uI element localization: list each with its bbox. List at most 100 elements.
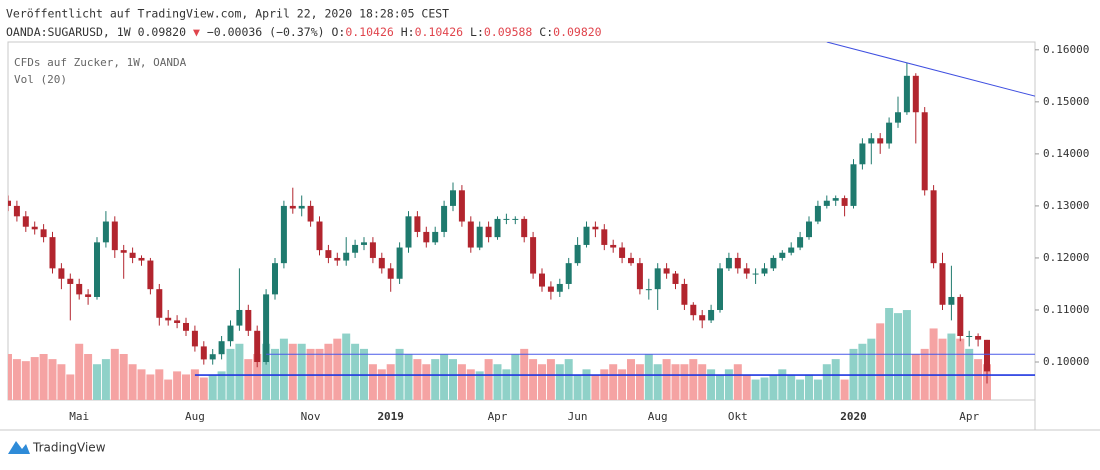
candle-body	[583, 226, 590, 245]
c: 0.09820	[553, 25, 602, 39]
volume-bar	[929, 328, 938, 400]
candle-body	[129, 252, 136, 258]
candle-body	[663, 268, 670, 274]
volume-bar	[502, 369, 511, 400]
volume-bar	[208, 374, 217, 400]
candle-body	[610, 244, 617, 248]
volume-bar	[93, 364, 101, 400]
x-tick-label: Apr	[488, 410, 508, 423]
volume-bar	[751, 379, 760, 400]
volume-bar	[48, 359, 57, 400]
candle-body	[476, 226, 483, 248]
candle-body	[272, 263, 278, 295]
candle-body	[912, 75, 919, 113]
volume-bar	[75, 343, 84, 400]
chart-title: CFDs auf Zucker, 1W, OANDA	[14, 56, 187, 69]
volume-bar	[440, 354, 449, 400]
candle-body	[521, 218, 528, 238]
volume-bar	[57, 364, 66, 400]
volume-bar	[199, 377, 208, 400]
volume-bar	[449, 359, 457, 400]
candle-body	[441, 205, 448, 232]
volume-bar	[253, 354, 262, 400]
header: Veröffentlicht auf TradingView.com, Apri…	[6, 7, 602, 39]
volume-bar	[368, 364, 377, 400]
volume-bar	[30, 357, 39, 400]
candle-body	[752, 273, 759, 275]
volume-bar	[618, 369, 627, 400]
volume-bar	[493, 364, 502, 400]
volume-bar	[377, 369, 386, 400]
change: −0.00036 (−0.37%)	[207, 25, 325, 39]
volume-bar	[119, 354, 128, 400]
volume-bar	[190, 369, 199, 400]
candle-body	[289, 205, 296, 209]
candle-body	[823, 200, 830, 206]
volume-bar	[787, 374, 796, 400]
candle-body	[191, 330, 198, 347]
candle-body	[22, 216, 29, 227]
volume-bar	[635, 364, 644, 400]
candle-body	[939, 263, 946, 305]
volume-bar	[173, 371, 182, 400]
volume-bar	[698, 364, 707, 400]
candle-body	[921, 112, 928, 191]
volume-bar	[644, 354, 653, 400]
h-label: H:	[401, 25, 415, 39]
volume-bar	[938, 338, 947, 400]
volume-bar	[573, 374, 582, 400]
l: 0.09588	[484, 25, 533, 39]
volume-bar	[279, 338, 288, 400]
volume-bar	[21, 361, 30, 400]
c-label: C:	[539, 25, 553, 39]
volume-bar	[911, 354, 920, 400]
l-label: L:	[470, 25, 484, 39]
volume-bar	[386, 364, 395, 400]
volume-bar	[840, 379, 849, 400]
candle-body	[957, 296, 964, 336]
volume-bar	[947, 333, 956, 400]
candle-body	[547, 286, 554, 292]
candle-body	[654, 268, 661, 290]
candle-body	[49, 237, 56, 269]
y-tick-label: 0.16000	[1043, 43, 1089, 56]
volume-bar	[733, 364, 742, 400]
candle-body	[645, 289, 652, 291]
volume-bar	[235, 343, 244, 400]
candle-body	[58, 268, 65, 279]
candle-body	[734, 257, 741, 269]
candle-body	[138, 257, 145, 261]
volume-bar	[822, 364, 831, 400]
volume-bar	[760, 377, 769, 400]
x-tick-label: Mai	[69, 410, 89, 423]
candle-body	[156, 289, 163, 318]
candle-body	[539, 273, 545, 287]
candle-body	[690, 304, 697, 316]
x-tick-label: Jun	[568, 410, 588, 423]
volume-bar	[137, 369, 146, 400]
volume-bar	[813, 379, 822, 400]
volume-bar	[155, 369, 164, 400]
candle-body	[218, 341, 225, 355]
candle-body	[369, 242, 376, 258]
candle-body	[984, 339, 990, 372]
candle-body	[592, 226, 599, 230]
candle-body	[432, 231, 439, 243]
o-label: O:	[331, 25, 345, 39]
candle-body	[174, 320, 181, 323]
volume-bar	[457, 364, 466, 400]
candle-body	[405, 216, 412, 248]
volume-bar	[351, 343, 360, 400]
candle-body	[13, 205, 20, 217]
candle-body	[530, 237, 537, 274]
arrow: ▼	[193, 25, 200, 39]
candle-body	[76, 283, 83, 295]
x-tick-label: Aug	[185, 410, 205, 423]
candle-body	[556, 283, 563, 292]
candle-body	[788, 247, 795, 253]
volume-label: Vol (20)	[14, 73, 67, 86]
volume-bar	[591, 374, 600, 400]
legend-line: OANDA:SUGARUSD, 1W 0.09820 ▼ −0.00036 (−…	[6, 25, 602, 39]
volume-bar	[662, 359, 671, 400]
candle-body	[111, 221, 118, 251]
